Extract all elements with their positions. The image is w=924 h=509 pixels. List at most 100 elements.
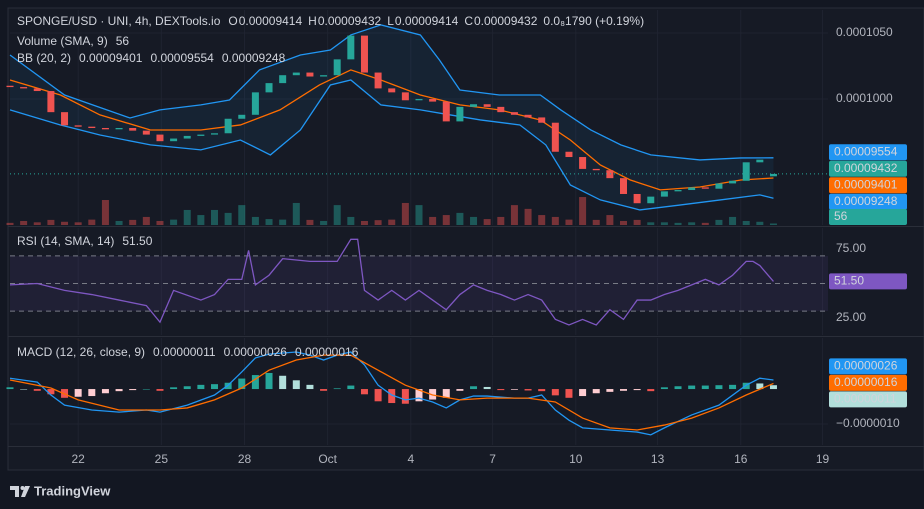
candle xyxy=(333,59,341,76)
candle xyxy=(756,159,764,163)
volume-bar xyxy=(429,216,437,225)
readout-box xyxy=(829,273,907,290)
legend-text: 0.00009414 xyxy=(395,14,459,28)
histogram-bar xyxy=(551,389,559,396)
candle xyxy=(429,98,437,102)
candle xyxy=(715,183,723,189)
histogram-bar xyxy=(565,389,573,398)
volume-bar xyxy=(347,216,355,225)
legend-text: 56 xyxy=(116,34,130,48)
readout-label: 0.00009248 xyxy=(834,194,898,208)
histogram-bar xyxy=(688,385,696,390)
histogram-bar xyxy=(442,389,450,398)
volume-bar xyxy=(360,220,368,225)
y-tick-label: 75.00 xyxy=(836,241,866,255)
rsi-line xyxy=(9,238,774,326)
histogram-bar xyxy=(660,387,668,390)
histogram-bar xyxy=(470,386,478,390)
volume-bar xyxy=(647,222,655,225)
histogram-bar xyxy=(129,389,137,391)
candle xyxy=(538,117,546,123)
volume-bar xyxy=(510,205,518,225)
readout-label: 0.00000011 xyxy=(834,392,897,406)
candle xyxy=(74,125,82,127)
histogram-bar xyxy=(606,389,614,392)
histogram-bar xyxy=(701,385,709,390)
legend-text: 51.50 xyxy=(122,234,152,248)
volume-bar xyxy=(88,219,96,225)
volume-bar xyxy=(565,219,573,225)
candle xyxy=(265,83,273,93)
candle xyxy=(551,122,559,152)
brand-logo[interactable]: TradingView xyxy=(10,483,111,498)
logo-mark xyxy=(20,486,25,490)
legend-text: RSI (14, SMA, 14) xyxy=(17,234,114,248)
histogram-bar xyxy=(156,389,164,391)
histogram-bar xyxy=(524,389,532,391)
legend-text: MACD (12, 26, close, 9) xyxy=(17,345,145,359)
volume-bar xyxy=(333,205,341,225)
histogram-bar xyxy=(374,389,382,402)
x-tick-label: Oct xyxy=(318,452,337,466)
candle xyxy=(688,187,696,191)
histogram-bar xyxy=(769,385,777,390)
volume-bar xyxy=(701,222,709,225)
volume-bar xyxy=(115,220,123,225)
histogram-bar xyxy=(170,387,178,390)
candle xyxy=(170,138,178,142)
candle xyxy=(497,106,505,113)
volume-bar xyxy=(33,222,41,225)
volume-bar xyxy=(170,219,178,225)
histogram-bar xyxy=(183,386,191,390)
candle xyxy=(701,187,709,189)
volume-bar xyxy=(374,220,382,225)
candle xyxy=(211,133,218,135)
candle xyxy=(729,180,737,184)
histogram-bar xyxy=(429,389,437,400)
readout-label: 0.00009554 xyxy=(834,144,898,158)
readout-box xyxy=(829,209,907,225)
candle xyxy=(88,126,96,128)
histogram-bar xyxy=(6,387,14,390)
histogram-bar xyxy=(238,378,246,390)
candle xyxy=(483,104,491,107)
candle xyxy=(6,85,14,88)
volume-bar xyxy=(129,219,137,225)
histogram-bar xyxy=(579,389,587,397)
macd-line xyxy=(9,354,774,431)
histogram-bar xyxy=(347,385,355,390)
candle xyxy=(592,168,600,171)
readout-label: 0.00009432 xyxy=(834,161,898,175)
volume-bar xyxy=(265,219,273,225)
candle xyxy=(224,118,232,134)
candle xyxy=(251,92,259,115)
volume-bar xyxy=(6,222,14,225)
volume-bar xyxy=(320,220,328,225)
candle xyxy=(388,88,396,93)
candle xyxy=(510,112,518,115)
band-line xyxy=(9,79,774,211)
histogram-bar xyxy=(674,386,682,390)
candle xyxy=(374,72,382,89)
histogram-bar xyxy=(729,384,737,390)
volume-bar xyxy=(606,215,614,225)
histogram-bar xyxy=(306,384,314,390)
volume-bar xyxy=(579,197,587,225)
volume-bar xyxy=(538,215,546,225)
volume-bar xyxy=(524,208,532,225)
chart-background xyxy=(7,7,924,471)
volume-bar xyxy=(61,221,69,225)
candle xyxy=(415,98,423,101)
volume-bar xyxy=(74,222,82,225)
candle xyxy=(647,196,655,204)
volume-bar xyxy=(551,216,559,225)
histogram-bar xyxy=(510,389,518,390)
candle xyxy=(606,170,614,179)
candle xyxy=(183,135,191,139)
volume-bar xyxy=(769,223,777,225)
candle xyxy=(633,193,641,204)
histogram-bar xyxy=(415,389,423,402)
x-tick-label: 7 xyxy=(489,452,496,466)
legend-text: 0.00009248 xyxy=(222,51,286,65)
